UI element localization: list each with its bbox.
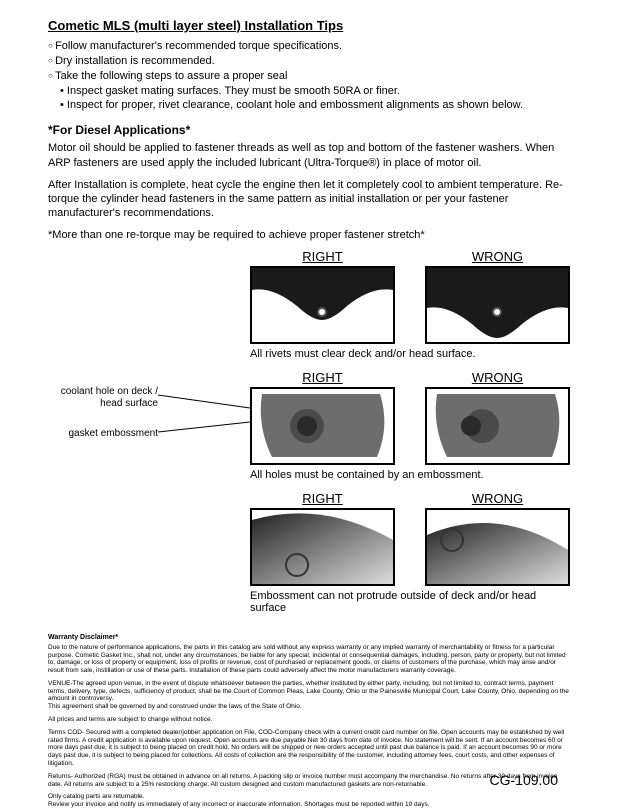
diagram-row-2: RIGHT WRONG (48, 370, 570, 465)
diagram-right-3 (250, 508, 395, 586)
diagram-row-3: RIGHT WRONG (48, 491, 570, 586)
coolant-label: coolant hole on deck / head surface (38, 386, 158, 410)
retorque-note: *More than one re-torque may be required… (48, 229, 570, 241)
wrong-label: WRONG (472, 491, 523, 506)
page-number: CG-109.00 (490, 772, 558, 788)
diagram-wrong-1 (425, 266, 570, 344)
bullet-list: Follow manufacturer's recommended torque… (48, 39, 570, 113)
diagram-right-2 (250, 387, 395, 465)
diagram-right-1 (250, 266, 395, 344)
bullet-item: Take the following steps to assure a pro… (48, 69, 570, 84)
bullet-item: Follow manufacturer's recommended torque… (48, 39, 570, 54)
fine-p4: Terms COD- Secured with a completed deal… (48, 729, 570, 768)
warranty-heading: Warranty Disclaimer* (48, 634, 570, 641)
page-title: Cometic MLS (multi layer steel) Installa… (48, 18, 570, 33)
bullet-item: Inspect gasket mating surfaces. They mus… (48, 84, 570, 99)
caption-2: All holes must be contained by an emboss… (250, 469, 570, 481)
fine-p6: Only catalog parts are returnable. Revie… (48, 793, 570, 809)
caption-3: Embossment can not protrude outside of d… (250, 590, 570, 614)
right-label: RIGHT (302, 249, 342, 264)
bullet-item: Inspect for proper, rivet clearance, coo… (48, 98, 570, 113)
pointer-lines (158, 390, 258, 450)
fine-p1: Due to the nature of performance applica… (48, 644, 570, 675)
diagram-wrong-2 (425, 387, 570, 465)
caption-1: All rivets must clear deck and/or head s… (250, 348, 570, 360)
bullet-item: Dry installation is recommended. (48, 54, 570, 69)
right-label: RIGHT (302, 491, 342, 506)
gasket-label: gasket embossment (38, 428, 158, 440)
fine-p2: VENUE-The agreed upon venue, in the even… (48, 680, 570, 711)
diagram-wrong-3 (425, 508, 570, 586)
diesel-p2: After Installation is complete, heat cyc… (48, 178, 570, 221)
wrong-label: WRONG (472, 249, 523, 264)
diesel-p1: Motor oil should be applied to fastener … (48, 141, 570, 170)
diesel-heading: *For Diesel Applications* (48, 123, 570, 137)
fine-p3: All prices and terms are subject to chan… (48, 716, 570, 724)
wrong-label: WRONG (472, 370, 523, 385)
right-label: RIGHT (302, 370, 342, 385)
diagram-row-1: RIGHT WRONG (48, 249, 570, 344)
